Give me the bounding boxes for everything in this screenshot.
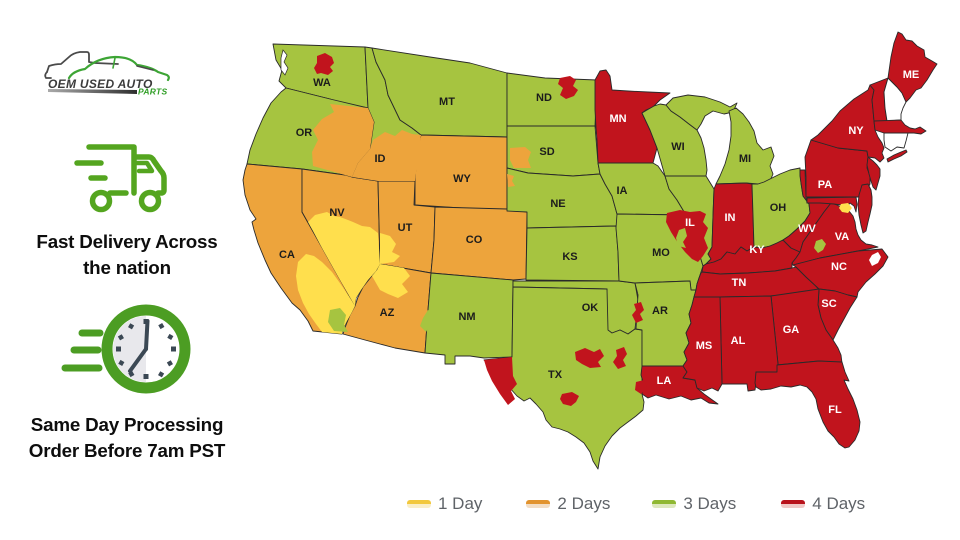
svg-text:KS: KS (562, 251, 577, 263)
svg-text:NM: NM (458, 311, 475, 323)
svg-text:AL: AL (731, 335, 746, 347)
svg-text:NC: NC (831, 261, 847, 273)
svg-text:NV: NV (329, 207, 345, 219)
svg-text:SC: SC (821, 298, 836, 310)
svg-text:WY: WY (453, 173, 471, 185)
svg-text:AZ: AZ (380, 307, 395, 319)
svg-text:SD: SD (539, 146, 554, 158)
svg-text:TX: TX (548, 369, 563, 381)
svg-text:WI: WI (671, 141, 684, 153)
svg-text:KY: KY (749, 244, 765, 256)
svg-text:WA: WA (313, 77, 331, 89)
svg-text:MI: MI (739, 153, 751, 165)
svg-text:NY: NY (848, 125, 864, 137)
svg-text:ND: ND (536, 92, 552, 104)
svg-text:ID: ID (375, 153, 386, 165)
svg-text:OEM USED AUTO: OEM USED AUTO (48, 77, 153, 91)
svg-text:IA: IA (617, 185, 628, 197)
svg-text:VA: VA (835, 231, 850, 243)
svg-text:OK: OK (582, 302, 599, 314)
svg-text:LA: LA (657, 375, 672, 387)
svg-text:FL: FL (828, 404, 842, 416)
svg-text:PA: PA (818, 179, 833, 191)
svg-text:OH: OH (770, 202, 787, 214)
svg-text:MT: MT (439, 96, 455, 108)
svg-text:ME: ME (903, 69, 920, 81)
svg-text:GA: GA (783, 324, 800, 336)
svg-text:WV: WV (798, 223, 816, 235)
svg-text:IL: IL (685, 217, 695, 229)
svg-text:CO: CO (466, 234, 483, 246)
svg-text:PARTS: PARTS (138, 87, 168, 97)
svg-text:MO: MO (652, 247, 670, 259)
svg-text:AR: AR (652, 305, 668, 317)
svg-text:IN: IN (725, 212, 736, 224)
svg-text:UT: UT (398, 222, 413, 234)
svg-text:MS: MS (696, 340, 713, 352)
svg-text:MN: MN (609, 113, 626, 125)
svg-text:TN: TN (732, 277, 747, 289)
svg-text:OR: OR (296, 127, 313, 139)
svg-text:CA: CA (279, 249, 295, 261)
svg-text:NE: NE (550, 198, 565, 210)
